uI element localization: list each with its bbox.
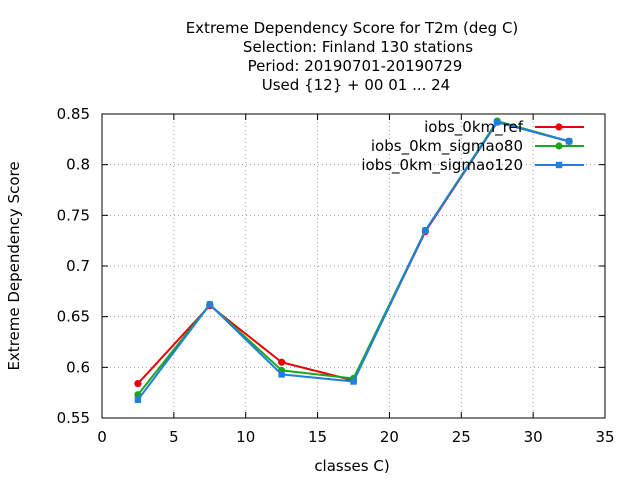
- legend: iobs_0km_refiobs_0km_sigmao80iobs_0km_si…: [361, 118, 584, 175]
- legend-swatch-marker: [555, 161, 563, 169]
- y-axis-label: Extreme Dependency Score: [5, 161, 23, 370]
- legend-label: iobs_0km_sigmao80: [371, 137, 523, 156]
- legend-swatch-marker: [555, 142, 563, 150]
- data-point: [134, 396, 142, 403]
- x-axis-label: classes C): [314, 457, 389, 475]
- legend-swatch-marker: [555, 123, 563, 131]
- x-tick-label: 35: [595, 428, 614, 446]
- data-point: [206, 301, 213, 308]
- x-tick-label: 0: [97, 428, 107, 446]
- y-tick-label: 0.7: [66, 257, 90, 275]
- data-point: [278, 371, 285, 378]
- series-layer: [134, 117, 573, 403]
- x-tick-label: 30: [524, 428, 543, 446]
- y-tick-label: 0.85: [57, 105, 90, 123]
- title-line-3: Period: 20190701-20190729: [248, 57, 463, 75]
- y-tick-label: 0.8: [66, 156, 90, 174]
- data-point: [278, 358, 286, 366]
- grid: [102, 114, 605, 418]
- title-line-4: Used {12} + 00 01 ... 24: [262, 76, 450, 94]
- data-point: [134, 379, 142, 388]
- legend-label: iobs_0km_ref: [424, 118, 524, 137]
- data-point: [350, 378, 357, 385]
- title-line-1: Extreme Dependency Score for T2m (deg C): [186, 19, 519, 37]
- x-tick-label: 20: [380, 428, 399, 446]
- x-tick-label: 10: [236, 428, 255, 446]
- y-tick-label: 0.55: [57, 409, 90, 427]
- tick-labels: 0 5 10 15 20 25 30 35 0.55 0.6 0.65 0.7 0.75 0.8 0.85: [57, 105, 615, 446]
- x-tick-label: 15: [308, 428, 327, 446]
- y-tick-label: 0.6: [66, 358, 90, 376]
- plot-frame: [101, 113, 606, 419]
- data-point: [565, 138, 573, 145]
- x-tick-label: 5: [169, 428, 179, 446]
- title-line-2: Selection: Finland 130 stations: [243, 38, 473, 56]
- legend-label: iobs_0km_sigmao120: [361, 156, 523, 175]
- y-tick-label: 0.65: [57, 308, 90, 326]
- axis-ticks: [101, 113, 606, 419]
- x-tick-label: 25: [452, 428, 471, 446]
- data-point: [422, 227, 429, 234]
- data-point: [494, 118, 501, 126]
- chart-title: Extreme Dependency Score for T2m (deg C)…: [186, 19, 519, 94]
- series-iobs_0km_sigmao120: [134, 118, 573, 403]
- y-tick-label: 0.75: [57, 206, 90, 224]
